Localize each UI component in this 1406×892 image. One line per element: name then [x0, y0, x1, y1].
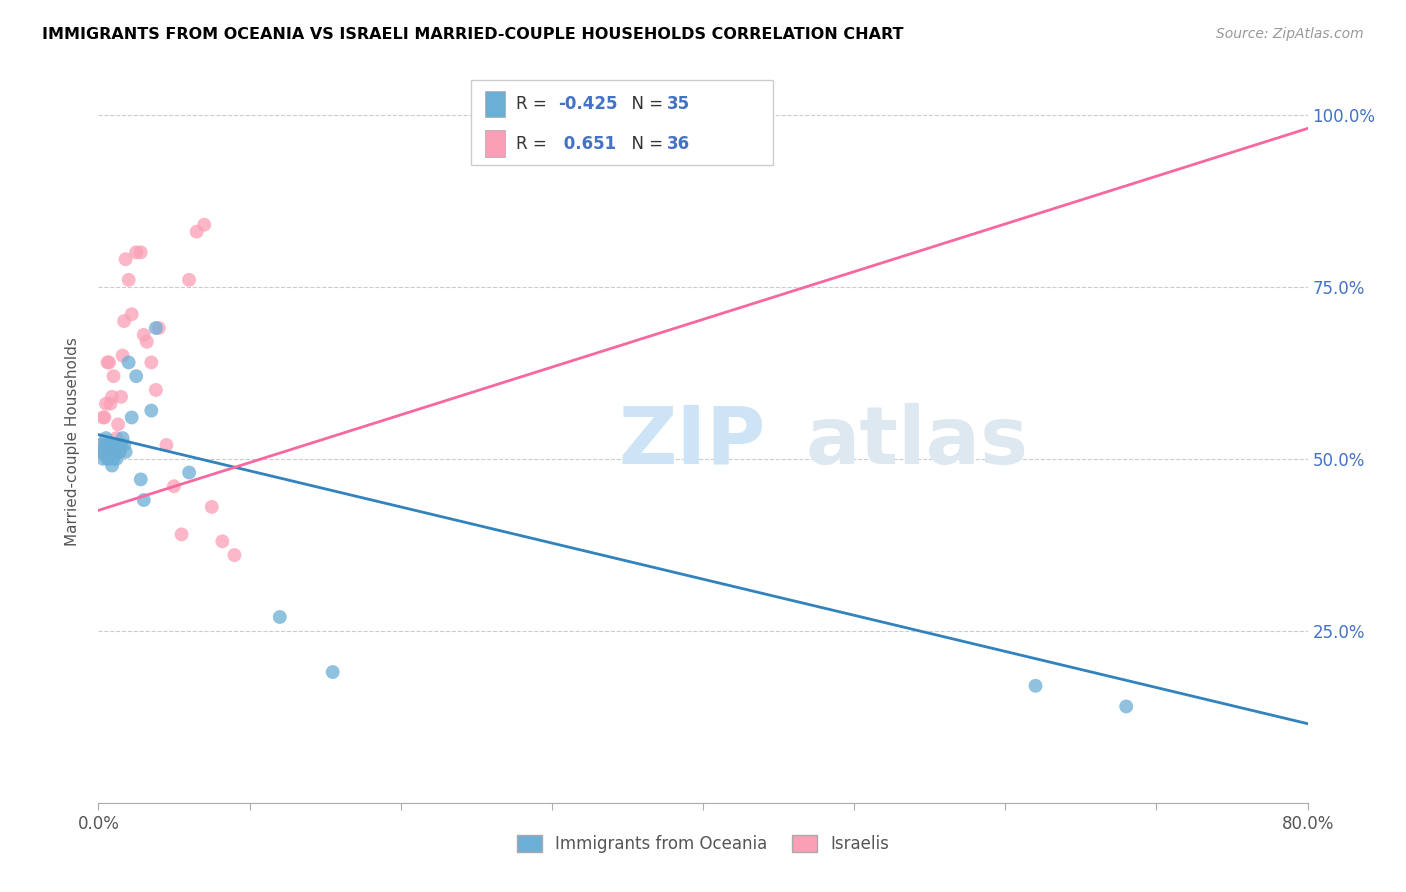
Point	[211, 534, 233, 549]
Point	[94, 397, 117, 411]
Point	[91, 451, 114, 466]
Point	[201, 500, 224, 514]
Point	[110, 438, 132, 452]
Point	[98, 451, 121, 466]
Text: IMMIGRANTS FROM OCEANIA VS ISRAELI MARRIED-COUPLE HOUSEHOLDS CORRELATION CHART: IMMIGRANTS FROM OCEANIA VS ISRAELI MARRI…	[42, 27, 904, 42]
Point	[125, 369, 148, 384]
Point	[1024, 679, 1046, 693]
Point	[118, 273, 141, 287]
Point	[148, 321, 170, 335]
Point	[89, 438, 111, 452]
Point	[132, 493, 155, 508]
Point	[322, 665, 344, 679]
Point	[186, 225, 208, 239]
Point	[193, 218, 215, 232]
Text: atlas: atlas	[806, 402, 1029, 481]
Point	[112, 314, 135, 328]
Text: N =: N =	[621, 135, 669, 153]
Point	[100, 397, 122, 411]
Point	[108, 445, 131, 459]
Point	[103, 369, 125, 384]
Text: 35: 35	[666, 95, 689, 113]
Text: R =: R =	[516, 95, 553, 113]
Point	[132, 327, 155, 342]
Point	[141, 355, 163, 369]
Point	[105, 451, 128, 466]
Point	[105, 431, 128, 445]
Point	[141, 403, 163, 417]
Point	[100, 445, 122, 459]
Point	[101, 390, 124, 404]
Point	[100, 445, 122, 459]
Text: Source: ZipAtlas.com: Source: ZipAtlas.com	[1216, 27, 1364, 41]
Point	[118, 355, 141, 369]
Point	[110, 390, 132, 404]
Point	[103, 451, 125, 466]
Point	[121, 307, 143, 321]
Point	[145, 383, 167, 397]
Point	[98, 438, 121, 452]
Text: 0.651: 0.651	[558, 135, 616, 153]
Point	[111, 431, 134, 445]
Legend: Immigrants from Oceania, Israelis: Immigrants from Oceania, Israelis	[510, 828, 896, 860]
Point	[101, 438, 124, 452]
Text: R =: R =	[516, 135, 553, 153]
Point	[170, 527, 193, 541]
Text: ZIP: ZIP	[619, 402, 766, 481]
Point	[121, 410, 143, 425]
Point	[104, 445, 127, 459]
Y-axis label: Married-couple Households: Married-couple Households	[65, 337, 80, 546]
Point	[179, 273, 201, 287]
Point	[107, 438, 129, 452]
Point	[179, 466, 201, 480]
Point	[155, 438, 177, 452]
Point	[93, 445, 115, 459]
Point	[135, 334, 157, 349]
Text: 36: 36	[666, 135, 689, 153]
Point	[107, 417, 129, 432]
Point	[129, 245, 152, 260]
Point	[111, 349, 134, 363]
Point	[94, 438, 117, 452]
Point	[98, 355, 121, 369]
Point	[129, 472, 152, 486]
Point	[94, 431, 117, 445]
Text: -0.425: -0.425	[558, 95, 617, 113]
Point	[114, 445, 136, 459]
Point	[112, 438, 135, 452]
Point	[90, 438, 112, 452]
Point	[108, 445, 131, 459]
Point	[114, 252, 136, 267]
Point	[101, 458, 124, 473]
Point	[224, 548, 246, 562]
Point	[89, 445, 111, 459]
Point	[125, 245, 148, 260]
Point	[93, 410, 115, 425]
Point	[145, 321, 167, 335]
Point	[103, 438, 125, 452]
Point	[104, 445, 127, 459]
Point	[91, 410, 114, 425]
Text: N =: N =	[621, 95, 669, 113]
Point	[1115, 699, 1137, 714]
Point	[269, 610, 291, 624]
Point	[90, 445, 112, 459]
Point	[96, 451, 118, 466]
Point	[163, 479, 186, 493]
Point	[96, 355, 118, 369]
